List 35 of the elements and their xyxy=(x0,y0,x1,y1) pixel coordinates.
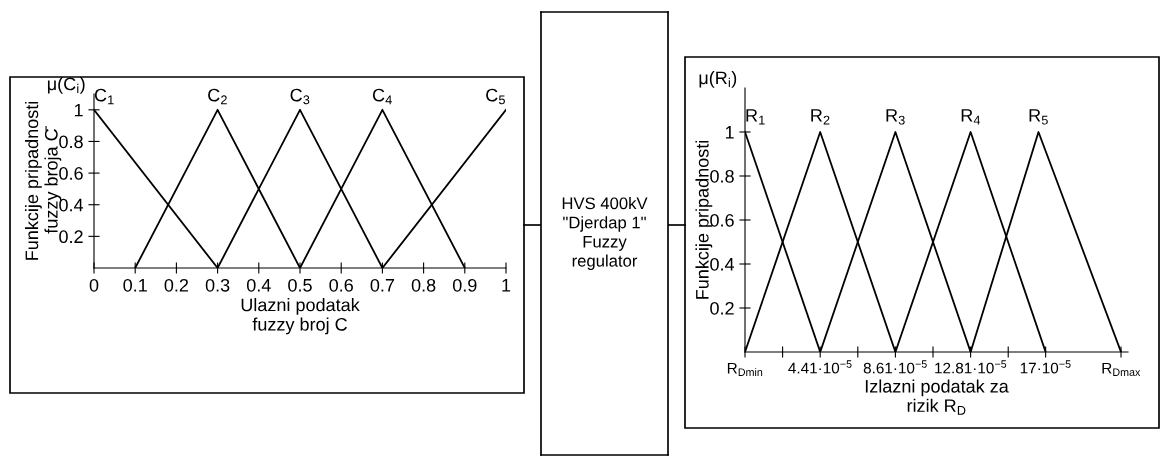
x-tick-label: 0.3 xyxy=(205,278,230,292)
series-label: C$_{5}$ xyxy=(486,88,505,105)
y-tick-label: 1 xyxy=(725,126,734,139)
series-label: R$_{2}$ xyxy=(811,109,830,125)
x-tick-label: 0.6 xyxy=(329,278,353,292)
x-tick-label: 4.41·10$^{−5}$ xyxy=(788,360,852,374)
x-axis-title: Ulazni podatak fuzzy broj C xyxy=(241,298,360,335)
text: μ(C$_{i}$) xyxy=(47,77,85,94)
x-axis-title: Izlazni podatak za rizik R$_{D}$ xyxy=(865,379,1009,415)
x-tick-label: 0.9 xyxy=(452,278,477,292)
x-tick-label: 8.61·10$^{−5}$ xyxy=(863,360,927,374)
x-tick-label: 0.2 xyxy=(164,278,189,292)
series-label: R$_{3}$ xyxy=(886,109,905,125)
series-label: R$_{4}$ xyxy=(961,109,981,125)
x-tick-label: 0.8 xyxy=(411,278,436,292)
x-tick-label: 17·10$^{−5}$ xyxy=(1020,360,1071,374)
x-tick-label: 0.7 xyxy=(370,278,395,292)
x-tick-label: 12.81·10$^{−5}$ xyxy=(935,360,1007,374)
x-tick-label: 0 xyxy=(89,278,99,292)
series-label: C$_{3}$ xyxy=(290,88,310,105)
x-tick-label: R$_{Dmin}$ xyxy=(727,362,763,376)
y-tick-label: 0.2 xyxy=(710,301,734,315)
text: HVS 400kV "Djerdap 1" Fuzzy regulator xyxy=(562,196,648,271)
x-tick-label: R$_{Dmax}$ xyxy=(1102,362,1141,376)
x-tick-label: 0.4 xyxy=(246,278,271,292)
x-tick-label: 0.5 xyxy=(288,278,312,292)
series-label: C$_{1}$ xyxy=(94,88,114,105)
text: μ(R$_{i}$) xyxy=(699,71,737,88)
x-tick-label: 0.1 xyxy=(123,278,147,292)
x-tick-label: 1 xyxy=(502,279,511,292)
series-label: R$_{1}$ xyxy=(746,109,765,125)
series-label: C$_{4}$ xyxy=(372,88,392,105)
y-tick-label: 1 xyxy=(74,103,83,117)
series-label: C$_{2}$ xyxy=(208,88,227,105)
series-label: R$_{5}$ xyxy=(1029,109,1048,125)
